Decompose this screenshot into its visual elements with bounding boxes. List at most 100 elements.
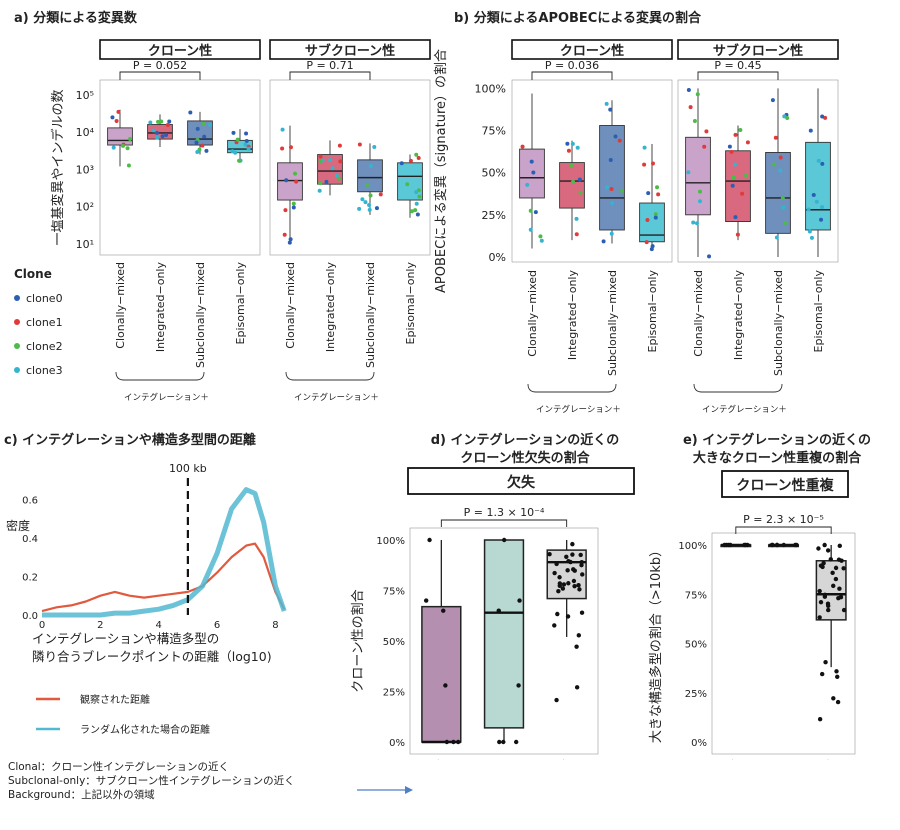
data-point [501,537,507,543]
data-point [617,138,622,143]
facet-strip [721,470,849,498]
data-point [318,181,323,186]
data-point [570,541,575,547]
data-point [324,179,329,184]
data-point [735,232,740,237]
data-point [444,739,450,745]
data-point [572,568,577,573]
data-point [774,235,779,240]
data-point [577,587,582,592]
data-point [338,159,343,164]
data-point [414,152,419,157]
clone-legend-label: clone0 [26,292,63,305]
data-point [357,142,362,147]
data-point [337,143,342,148]
data-point [691,220,696,225]
data-point [811,192,816,197]
box-iqr [483,539,525,729]
line-legend-label: ランダム化された場合の距離 [80,723,210,736]
data-point [451,739,456,745]
box-iqr [397,162,423,201]
data-point [195,149,200,154]
pvalue-label: P = 2.3 × 10⁻⁵ [743,513,824,526]
data-point [455,739,461,745]
data-point [560,586,566,591]
data-point [367,203,372,208]
data-point [570,552,575,557]
data-point [817,588,822,594]
group-bracket [115,371,205,381]
data-point [204,148,209,153]
x-tick-label: 6 [214,620,220,631]
density-line-observed [41,542,286,613]
data-point [825,548,831,553]
box-iqr [277,162,303,201]
data-point [291,201,296,206]
data-point [730,183,735,188]
x-category-label: Subclonally−mixed [364,262,377,368]
facet-strip-label: クローン性 [148,43,212,59]
data-point [745,140,750,145]
group-bracket-label: インテグレーション＋ [702,404,787,415]
data-point [195,126,200,131]
data-point [608,107,613,112]
y-tick-label: 50% [383,637,405,648]
panel-e-title-line2: 大きなクローン性重複の割合 [693,450,862,466]
data-point [574,644,579,649]
data-point [724,542,729,548]
data-point [208,122,213,127]
data-point [357,206,362,211]
data-point [244,139,249,144]
data-point [294,179,299,184]
box-iqr [765,152,791,234]
data-point [408,158,413,163]
panel-e-title-line1: e) インテグレーションの近くの [683,432,871,448]
data-point [423,598,429,603]
data-point [579,559,584,565]
data-point [243,142,248,147]
data-point [116,109,121,114]
x-category-label: Integrated−only [566,270,579,361]
data-point [817,717,823,722]
data-point [697,199,702,204]
data-point [110,115,115,120]
data-point [128,137,133,142]
data-point [317,188,322,193]
data-point [653,215,658,220]
data-point [368,193,373,198]
y-tick-label: 50% [482,167,506,180]
data-point [601,239,606,244]
data-point [443,683,448,688]
data-point [785,116,790,121]
data-point [825,603,831,609]
data-point [547,551,552,557]
data-point [533,210,538,215]
data-point [620,188,625,193]
data-point [610,201,615,206]
data-point [416,155,421,160]
data-point [517,598,522,603]
data-point [781,205,786,210]
data-point [707,254,712,259]
box-iqr [107,127,133,146]
data-point [318,158,323,163]
group-bracket-label: インテグレーション＋ [294,392,379,403]
data-point [405,182,410,187]
data-point [330,166,335,171]
data-point [246,146,251,151]
data-point [778,168,783,173]
data-point [156,119,161,124]
x-category-label: Background [522,758,573,760]
data-point [200,143,205,148]
y-tick-label: 0% [691,738,707,749]
data-point [816,546,821,551]
data-point [692,118,697,123]
x-category-label: Background [787,758,838,760]
data-point [686,170,691,175]
data-point [571,179,576,184]
data-point [642,162,647,167]
data-point [645,217,650,222]
x-tick-label: 2 [97,620,103,631]
pvalue-bracket [531,71,613,80]
data-point [838,594,844,600]
